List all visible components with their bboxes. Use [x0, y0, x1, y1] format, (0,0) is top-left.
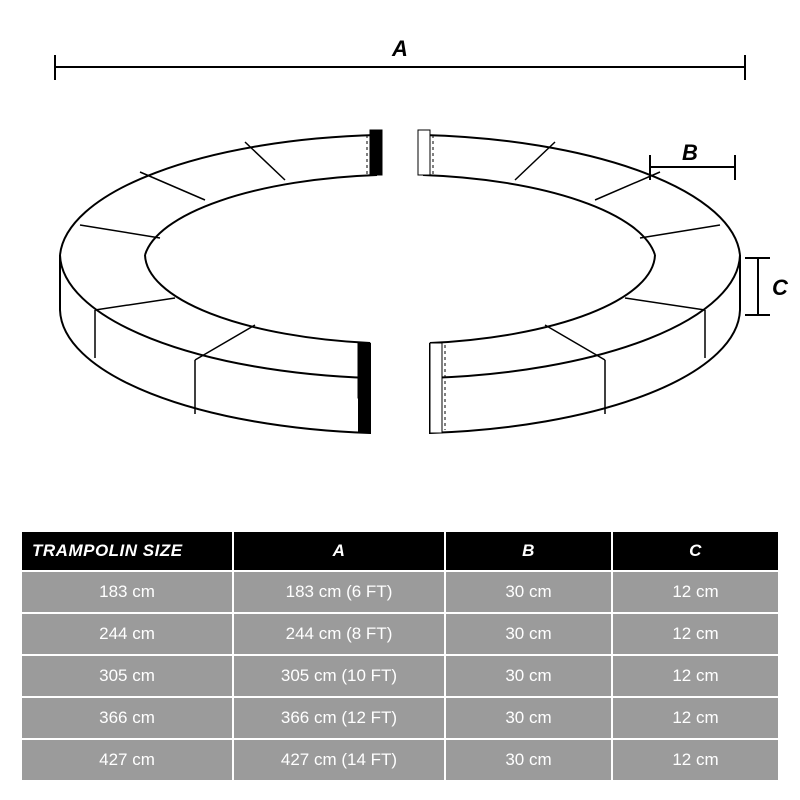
- table-cell: 30 cm: [446, 698, 611, 738]
- table-cell: 305 cm (10 FT): [234, 656, 444, 696]
- table-cell: 30 cm: [446, 740, 611, 780]
- size-table: TRAMPOLIN SIZE A B C 183 cm183 cm (6 FT)…: [20, 530, 780, 782]
- table-cell: 305 cm: [22, 656, 232, 696]
- trampoline-pad-svg: [0, 0, 800, 500]
- dim-label-a: A: [392, 36, 408, 62]
- table-cell: 12 cm: [613, 740, 778, 780]
- table-cell: 30 cm: [446, 656, 611, 696]
- table-row: 244 cm244 cm (8 FT)30 cm12 cm: [22, 614, 778, 654]
- table-cell: 30 cm: [446, 614, 611, 654]
- col-b: B: [446, 532, 611, 570]
- table-header-row: TRAMPOLIN SIZE A B C: [22, 532, 778, 570]
- table-cell: 12 cm: [613, 698, 778, 738]
- table-row: 183 cm183 cm (6 FT)30 cm12 cm: [22, 572, 778, 612]
- table-row: 366 cm366 cm (12 FT)30 cm12 cm: [22, 698, 778, 738]
- dim-label-b: B: [682, 140, 698, 166]
- dim-label-c: C: [772, 275, 788, 301]
- table-cell: 30 cm: [446, 572, 611, 612]
- table-cell: 12 cm: [613, 572, 778, 612]
- table-cell: 427 cm: [22, 740, 232, 780]
- table-row: 305 cm305 cm (10 FT)30 cm12 cm: [22, 656, 778, 696]
- table-row: 427 cm427 cm (14 FT)30 cm12 cm: [22, 740, 778, 780]
- table-cell: 427 cm (14 FT): [234, 740, 444, 780]
- col-size: TRAMPOLIN SIZE: [22, 532, 232, 570]
- size-table-container: TRAMPOLIN SIZE A B C 183 cm183 cm (6 FT)…: [20, 530, 780, 782]
- col-a: A: [234, 532, 444, 570]
- table-cell: 183 cm: [22, 572, 232, 612]
- table-cell: 366 cm (12 FT): [234, 698, 444, 738]
- table-cell: 12 cm: [613, 656, 778, 696]
- dimension-diagram: A B C: [0, 0, 800, 500]
- table-cell: 12 cm: [613, 614, 778, 654]
- table-cell: 183 cm (6 FT): [234, 572, 444, 612]
- table-cell: 366 cm: [22, 698, 232, 738]
- table-cell: 244 cm (8 FT): [234, 614, 444, 654]
- table-cell: 244 cm: [22, 614, 232, 654]
- col-c: C: [613, 532, 778, 570]
